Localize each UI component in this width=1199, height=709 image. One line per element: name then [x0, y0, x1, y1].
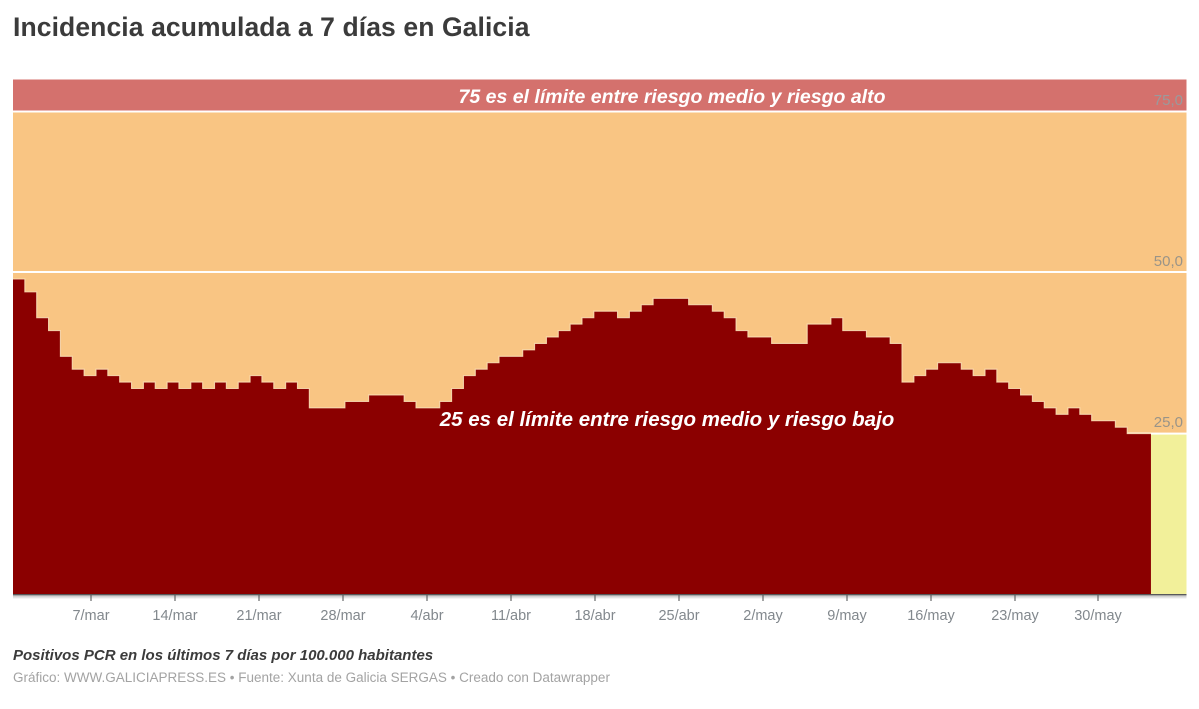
- svg-text:25/abr: 25/abr: [658, 608, 699, 624]
- svg-text:28/mar: 28/mar: [320, 608, 365, 624]
- svg-text:2/may: 2/may: [743, 608, 783, 624]
- svg-text:25,0: 25,0: [1154, 414, 1183, 431]
- svg-text:23/may: 23/may: [991, 608, 1039, 624]
- svg-text:25 es el límite entre riesgo m: 25 es el límite entre riesgo medio y rie…: [439, 408, 895, 431]
- svg-text:4/abr: 4/abr: [410, 608, 443, 624]
- svg-text:30/may: 30/may: [1074, 608, 1122, 624]
- svg-text:21/mar: 21/mar: [236, 608, 281, 624]
- svg-text:14/mar: 14/mar: [152, 608, 197, 624]
- svg-text:18/abr: 18/abr: [574, 608, 615, 624]
- svg-text:7/mar: 7/mar: [72, 608, 109, 624]
- svg-text:9/may: 9/may: [827, 608, 867, 624]
- svg-text:75 es el límite entre riesgo m: 75 es el límite entre riesgo medio y rie…: [459, 86, 886, 108]
- svg-text:75,0: 75,0: [1154, 92, 1183, 109]
- svg-text:16/may: 16/may: [907, 608, 955, 624]
- svg-text:11/abr: 11/abr: [491, 608, 531, 624]
- svg-text:50,0: 50,0: [1154, 253, 1183, 270]
